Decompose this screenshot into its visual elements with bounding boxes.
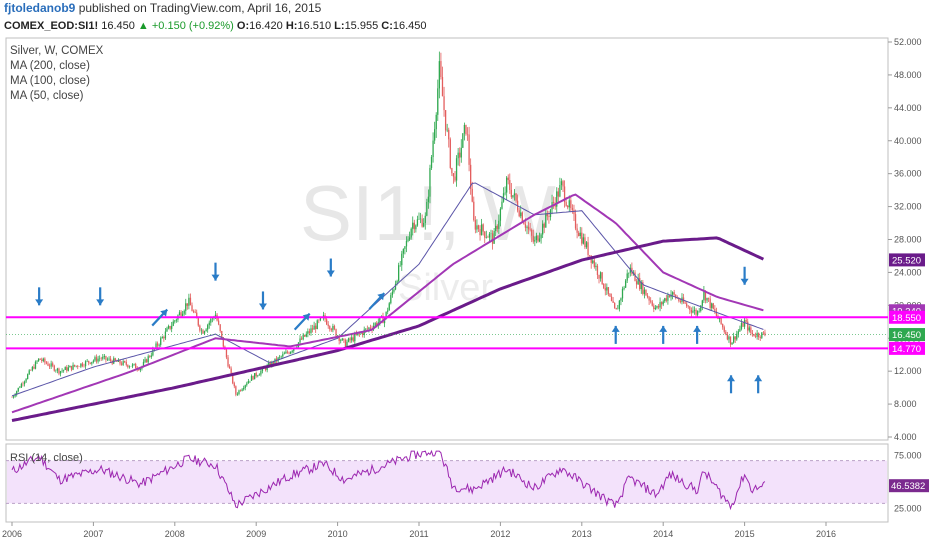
legend-ma50[interactable]: MA (50, close) xyxy=(10,90,84,102)
arrow-head xyxy=(377,293,385,301)
rsi-pane-frame xyxy=(5,443,889,523)
x-tick-label: 2016 xyxy=(816,529,836,539)
up-arrow-icon: ▲ xyxy=(137,20,149,32)
y-tick-label: 40.000 xyxy=(894,136,922,146)
rsi-tick-label: 75.000 xyxy=(894,450,922,460)
annotation-arrow-icon xyxy=(96,287,105,306)
published-text: published on TradingView.com, April 16, … xyxy=(78,1,322,15)
open-value: 16.420 xyxy=(249,20,283,32)
rsi-legend[interactable]: RSI (14, close) xyxy=(10,452,83,464)
symbol-label[interactable]: COMEX_EOD:SI1! xyxy=(4,20,99,32)
quote-bar: COMEX_EOD:SI1! 16.450 ▲ +0.150 (+0.92%) … xyxy=(0,17,932,35)
legend-title[interactable]: Silver, W, COMEX xyxy=(10,45,104,57)
author-link[interactable]: fjtoledanob9 xyxy=(4,1,76,15)
arrow-head xyxy=(302,313,310,321)
price-change: +0.150 (+0.92%) xyxy=(151,20,234,32)
watermark-name: Silver xyxy=(398,267,493,309)
y-tick-label: 28.000 xyxy=(894,235,922,245)
last-price-tag-bg xyxy=(889,328,925,342)
x-tick-label: 2011 xyxy=(409,529,428,539)
annotation-arrow-icon xyxy=(258,291,267,310)
ma200-line xyxy=(11,236,765,422)
last-price-tag: 16.450 xyxy=(892,330,921,341)
publish-header: fjtoledanob9 published on TradingView.co… xyxy=(0,0,932,16)
arrow-head xyxy=(35,299,44,306)
candles-group xyxy=(11,51,766,399)
arrow-head xyxy=(258,303,267,310)
x-tick-label: 2010 xyxy=(328,529,348,539)
level-low-price-tag-bg xyxy=(889,341,925,355)
annotation-arrow-icon xyxy=(151,308,169,327)
x-tick-label: 2015 xyxy=(735,529,755,539)
annotation-arrow-icon xyxy=(368,292,386,310)
arrow-head xyxy=(326,270,335,277)
legend-ma100[interactable]: MA (100, close) xyxy=(10,75,90,87)
level-high-price-tag-bg xyxy=(889,310,925,324)
x-tick-label: 2014 xyxy=(653,529,673,539)
close-label: C: xyxy=(381,20,393,32)
x-tick-label: 2013 xyxy=(572,529,592,539)
ma200-price-tag-bg xyxy=(889,253,925,267)
arrow-head xyxy=(727,375,736,382)
level-high-price-tag: 18.550 xyxy=(892,313,921,324)
rsi-tick-label: 25.000 xyxy=(894,504,922,514)
x-tick-label: 2008 xyxy=(165,529,185,539)
y-tick-label: 12.000 xyxy=(894,366,922,376)
arrow-head xyxy=(693,325,702,332)
y-tick-label: 44.000 xyxy=(894,103,922,113)
annotation-arrow-icon xyxy=(35,287,44,306)
arrow-head xyxy=(96,299,105,306)
y-tick-label: 8.000 xyxy=(894,399,917,409)
rsi-line xyxy=(11,449,766,511)
legend-ma200[interactable]: MA (200, close) xyxy=(10,60,90,72)
annotation-arrow-icon xyxy=(211,262,220,281)
high-value: 16.510 xyxy=(297,20,332,32)
ma50-line xyxy=(11,182,764,397)
y-tick-label: 4.000 xyxy=(894,432,917,442)
rsi-value-tag-bg xyxy=(889,479,929,493)
annotation-arrow-icon xyxy=(754,375,763,394)
annotation-arrow-icon xyxy=(740,266,749,285)
x-tick-label: 2009 xyxy=(246,529,266,539)
high-label: H: xyxy=(285,20,298,32)
low-label: L: xyxy=(334,20,345,32)
y-tick-label: 24.000 xyxy=(894,267,922,277)
y-tick-label: 48.000 xyxy=(894,70,922,80)
low-value: 15.955 xyxy=(344,20,379,32)
y-tick-label: 32.000 xyxy=(894,202,922,212)
arrow-head xyxy=(211,274,220,281)
annotation-arrow-icon xyxy=(693,325,702,344)
annotation-arrow-icon xyxy=(611,325,620,344)
ma200-price-tag: 25.520 xyxy=(892,255,921,266)
annotation-arrow-icon xyxy=(293,312,311,331)
annotation-arrow-icon xyxy=(659,325,668,344)
level-low-price-tag: 14.770 xyxy=(892,344,921,355)
indicator-legend: Silver, W, COMEX MA (200, close) MA (100… xyxy=(10,44,103,104)
x-tick-label: 2007 xyxy=(83,529,103,539)
annotation-arrow-icon xyxy=(727,375,736,394)
watermark-symbol: SI1!, W xyxy=(300,169,556,257)
arrow-head xyxy=(611,325,620,332)
arrow-head xyxy=(659,325,668,332)
arrow-head xyxy=(754,375,763,382)
last-price: 16.450 xyxy=(101,20,135,32)
arrow-head xyxy=(160,309,168,317)
annotation-arrow-icon xyxy=(326,258,335,277)
x-tick-label: 2012 xyxy=(490,529,510,539)
rsi-value-tag: 46.5382 xyxy=(891,481,925,492)
x-tick-label: 2006 xyxy=(2,529,22,539)
y-tick-label: 36.000 xyxy=(894,169,922,179)
close-value: 16.450 xyxy=(392,20,427,32)
y-tick-label: 52.000 xyxy=(894,37,922,47)
open-label: O: xyxy=(236,20,250,32)
arrow-head xyxy=(740,278,749,285)
